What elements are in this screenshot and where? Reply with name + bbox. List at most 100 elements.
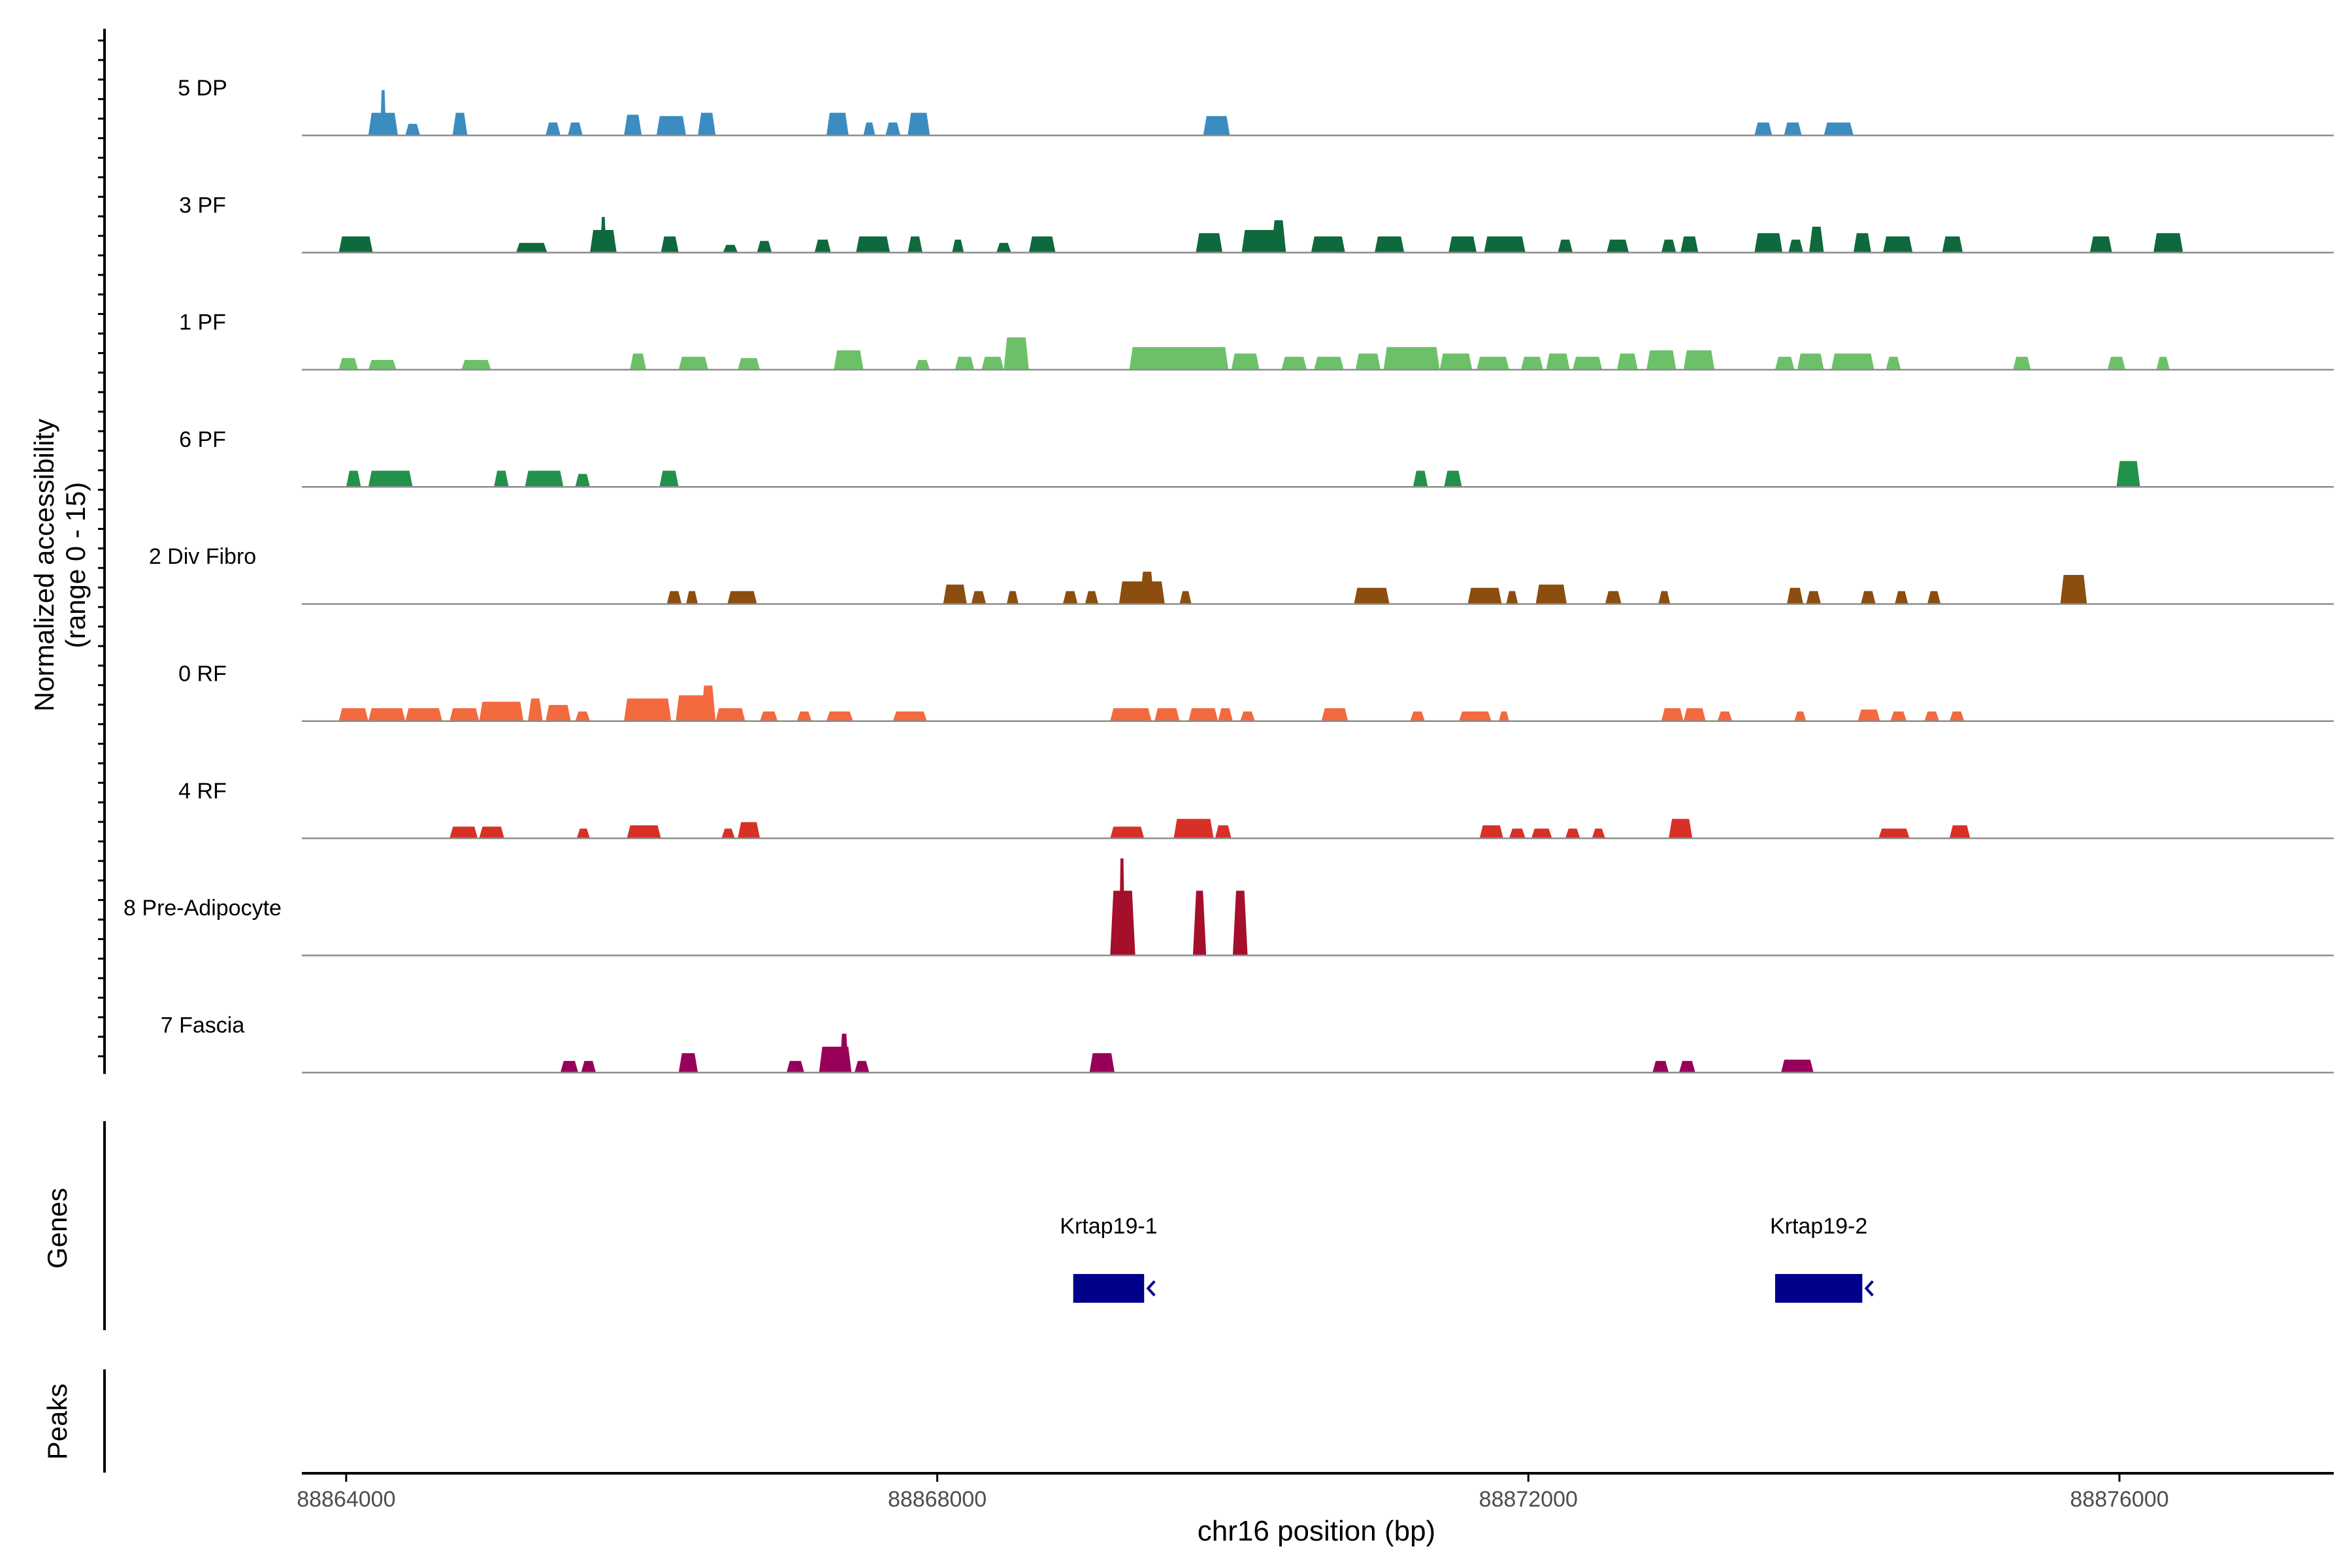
coverage-peak — [1119, 858, 1125, 956]
track-label: 1 PF — [179, 310, 226, 335]
coverage-peak — [568, 122, 583, 136]
coverage-peak — [1383, 347, 1440, 370]
coverage-peak — [1617, 353, 1638, 370]
coverage-peak — [1506, 591, 1518, 604]
coverage-peak — [1215, 825, 1232, 839]
coverage-peak — [338, 708, 368, 721]
coverage-peak — [786, 1060, 805, 1073]
coverage-peak — [1154, 708, 1180, 721]
coverage-peak — [1784, 122, 1802, 136]
coverage-peak — [1281, 357, 1307, 370]
coverage-peak — [826, 711, 853, 721]
coverage-peak — [525, 470, 564, 487]
coverage-peak — [2060, 574, 2087, 604]
coverage-peak — [1788, 239, 1804, 253]
coverage-peak — [405, 123, 420, 136]
coverage-peak — [834, 350, 864, 370]
coverage-peak — [449, 708, 480, 721]
coverage-peak — [338, 236, 373, 253]
coverage-peak — [1448, 236, 1477, 253]
coverage-peak — [1605, 591, 1622, 604]
coverage-peak — [856, 236, 890, 253]
coverage-peak — [715, 708, 745, 721]
coverage-peak — [1444, 470, 1462, 487]
coverage-peak — [1806, 591, 1821, 604]
coverage-peak — [1861, 591, 1876, 604]
coverage-peak — [1062, 591, 1078, 604]
coverage-peak — [1831, 353, 1874, 370]
coverage-peak — [1775, 357, 1795, 370]
coverage-peak — [952, 239, 964, 253]
coverage-peak — [581, 1060, 596, 1073]
coverage-peak — [1949, 825, 1970, 839]
coverage-peak — [700, 685, 716, 721]
coverage-peak — [2156, 357, 2170, 370]
coverage-peak — [1823, 122, 1854, 136]
coverage-peak — [1878, 828, 1910, 839]
coverage-peak — [656, 116, 687, 136]
coverage-peak — [1717, 711, 1733, 721]
coverage-peak — [1683, 708, 1706, 721]
coverage-peak — [368, 708, 406, 721]
coverage-peak — [1321, 708, 1348, 721]
coverage-peak — [575, 711, 591, 721]
coverage-peak — [1787, 587, 1804, 604]
coverage-peak — [1797, 353, 1824, 370]
track-label: 5 DP — [178, 76, 227, 101]
coverage-peak — [546, 705, 571, 721]
coverage-peak — [1188, 708, 1218, 721]
coverage-peak — [1006, 591, 1019, 604]
coverage-peak — [678, 357, 708, 370]
coverage-peak — [1129, 347, 1229, 370]
coverage-peak — [449, 826, 478, 839]
coverage-peak — [1173, 819, 1214, 839]
coverage-peak — [727, 591, 757, 604]
coverage-peak — [1857, 709, 1880, 721]
coverage-peak — [1110, 826, 1145, 839]
coverage-peak — [576, 828, 591, 839]
coverage-peak — [1311, 236, 1345, 253]
coverage-peak — [863, 122, 875, 136]
coverage-peak — [760, 711, 778, 721]
coverage-peak — [338, 358, 358, 370]
coverage-peak — [1658, 591, 1671, 604]
gene-body — [1073, 1274, 1145, 1303]
coverage-peak — [1573, 357, 1603, 370]
x-tick-label: 88872000 — [1479, 1487, 1578, 1512]
coverage-peak — [1240, 711, 1255, 721]
coverage-peak — [1558, 239, 1573, 253]
x-axis-label: chr16 position (bp) — [1198, 1515, 1435, 1547]
peaks-panel-label: Peaks — [42, 1384, 73, 1460]
coverage-peak — [698, 112, 716, 136]
coverage-peak — [971, 591, 987, 604]
track-label: 7 Fascia — [161, 1013, 245, 1037]
coverage-peak — [515, 242, 547, 253]
coverage-peak — [1669, 819, 1693, 839]
coverage-peak — [405, 708, 442, 721]
coverage-peak — [1680, 236, 1699, 253]
coverage-peak — [840, 1034, 849, 1073]
coverage-peak — [686, 591, 698, 604]
coverage-peak — [1646, 350, 1676, 370]
track-label: 3 PF — [179, 193, 226, 218]
coverage-peak — [1271, 220, 1286, 253]
coverage-peak — [1089, 1053, 1115, 1073]
track-label: 0 RF — [178, 662, 227, 687]
genes-panel-label: Genes — [42, 1188, 73, 1269]
coverage-peak — [1203, 116, 1230, 136]
coverage-peak — [1853, 233, 1872, 253]
coverage-peak — [723, 244, 738, 253]
coverage-peak — [2107, 357, 2126, 370]
coverage-peak — [2013, 357, 2031, 370]
coverage-peak — [1232, 890, 1248, 956]
coverage-peak — [757, 240, 772, 253]
coverage-peak — [1375, 236, 1405, 253]
coverage-peak — [1439, 353, 1473, 370]
track-label: 4 RF — [178, 779, 227, 804]
coverage-peak — [915, 360, 930, 370]
coverage-peak — [1314, 357, 1344, 370]
coverage-peak — [494, 470, 509, 487]
coverage-peak — [461, 360, 491, 370]
coverage-peak — [2153, 233, 2183, 253]
coverage-peak — [1794, 711, 1806, 721]
